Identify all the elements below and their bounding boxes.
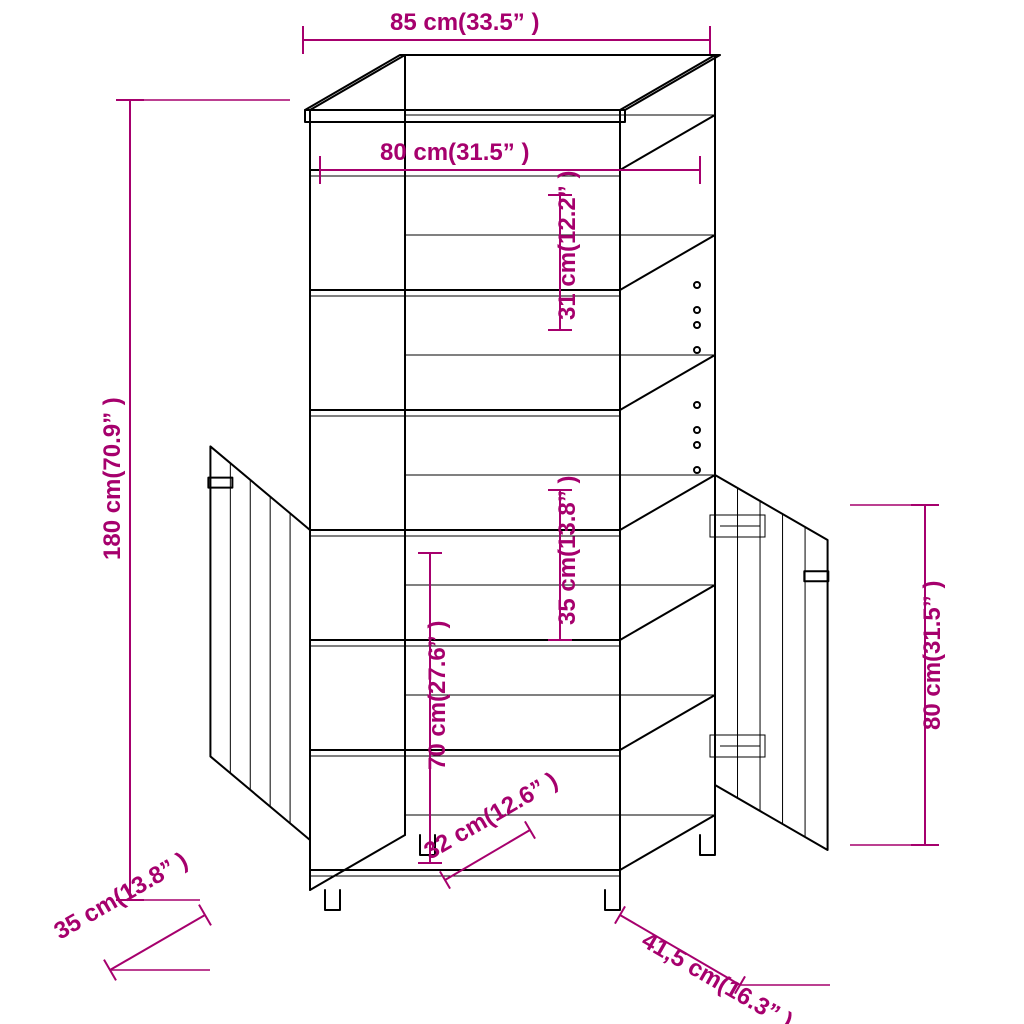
dim-label-shelf_spacing: 31 cm(12.2” ) [554,171,581,320]
dim-overall_width: 85 cm(33.5” ) [303,9,710,40]
dim-label-inner_shelf_width: 80 cm(31.5” ) [380,139,529,166]
dim-label-lower_right_height: 80 cm(31.5” ) [919,581,946,730]
dim-label-depth: 35 cm(13.8” ) [50,847,193,945]
cabinet-wireframe [208,55,828,910]
dim-label-inner_shelf_height: 35 cm(13.8” ) [554,476,581,625]
dim-overall_height: 180 cm(70.9” ) [99,100,290,900]
dim-inner_shelf_width: 80 cm(31.5” ) [320,139,700,170]
dim-inner_shelf_height: 35 cm(13.8” ) [554,476,581,640]
dim-label-overall_width: 85 cm(33.5” ) [390,9,539,36]
dim-label-overall_height: 180 cm(70.9” ) [99,397,126,560]
dim-lower_right_height: 80 cm(31.5” ) [850,505,946,845]
dim-door_height: 70 cm(27.6” ) [424,553,451,863]
dim-label-door_width: 41,5 cm(16.3” ) [637,927,797,1024]
dim-label-door_height: 70 cm(27.6” ) [424,621,451,770]
dim-label-inner_depth: 32 cm(12.6” ) [420,767,563,865]
dim-door_width: 41,5 cm(16.3” ) [620,915,830,1024]
